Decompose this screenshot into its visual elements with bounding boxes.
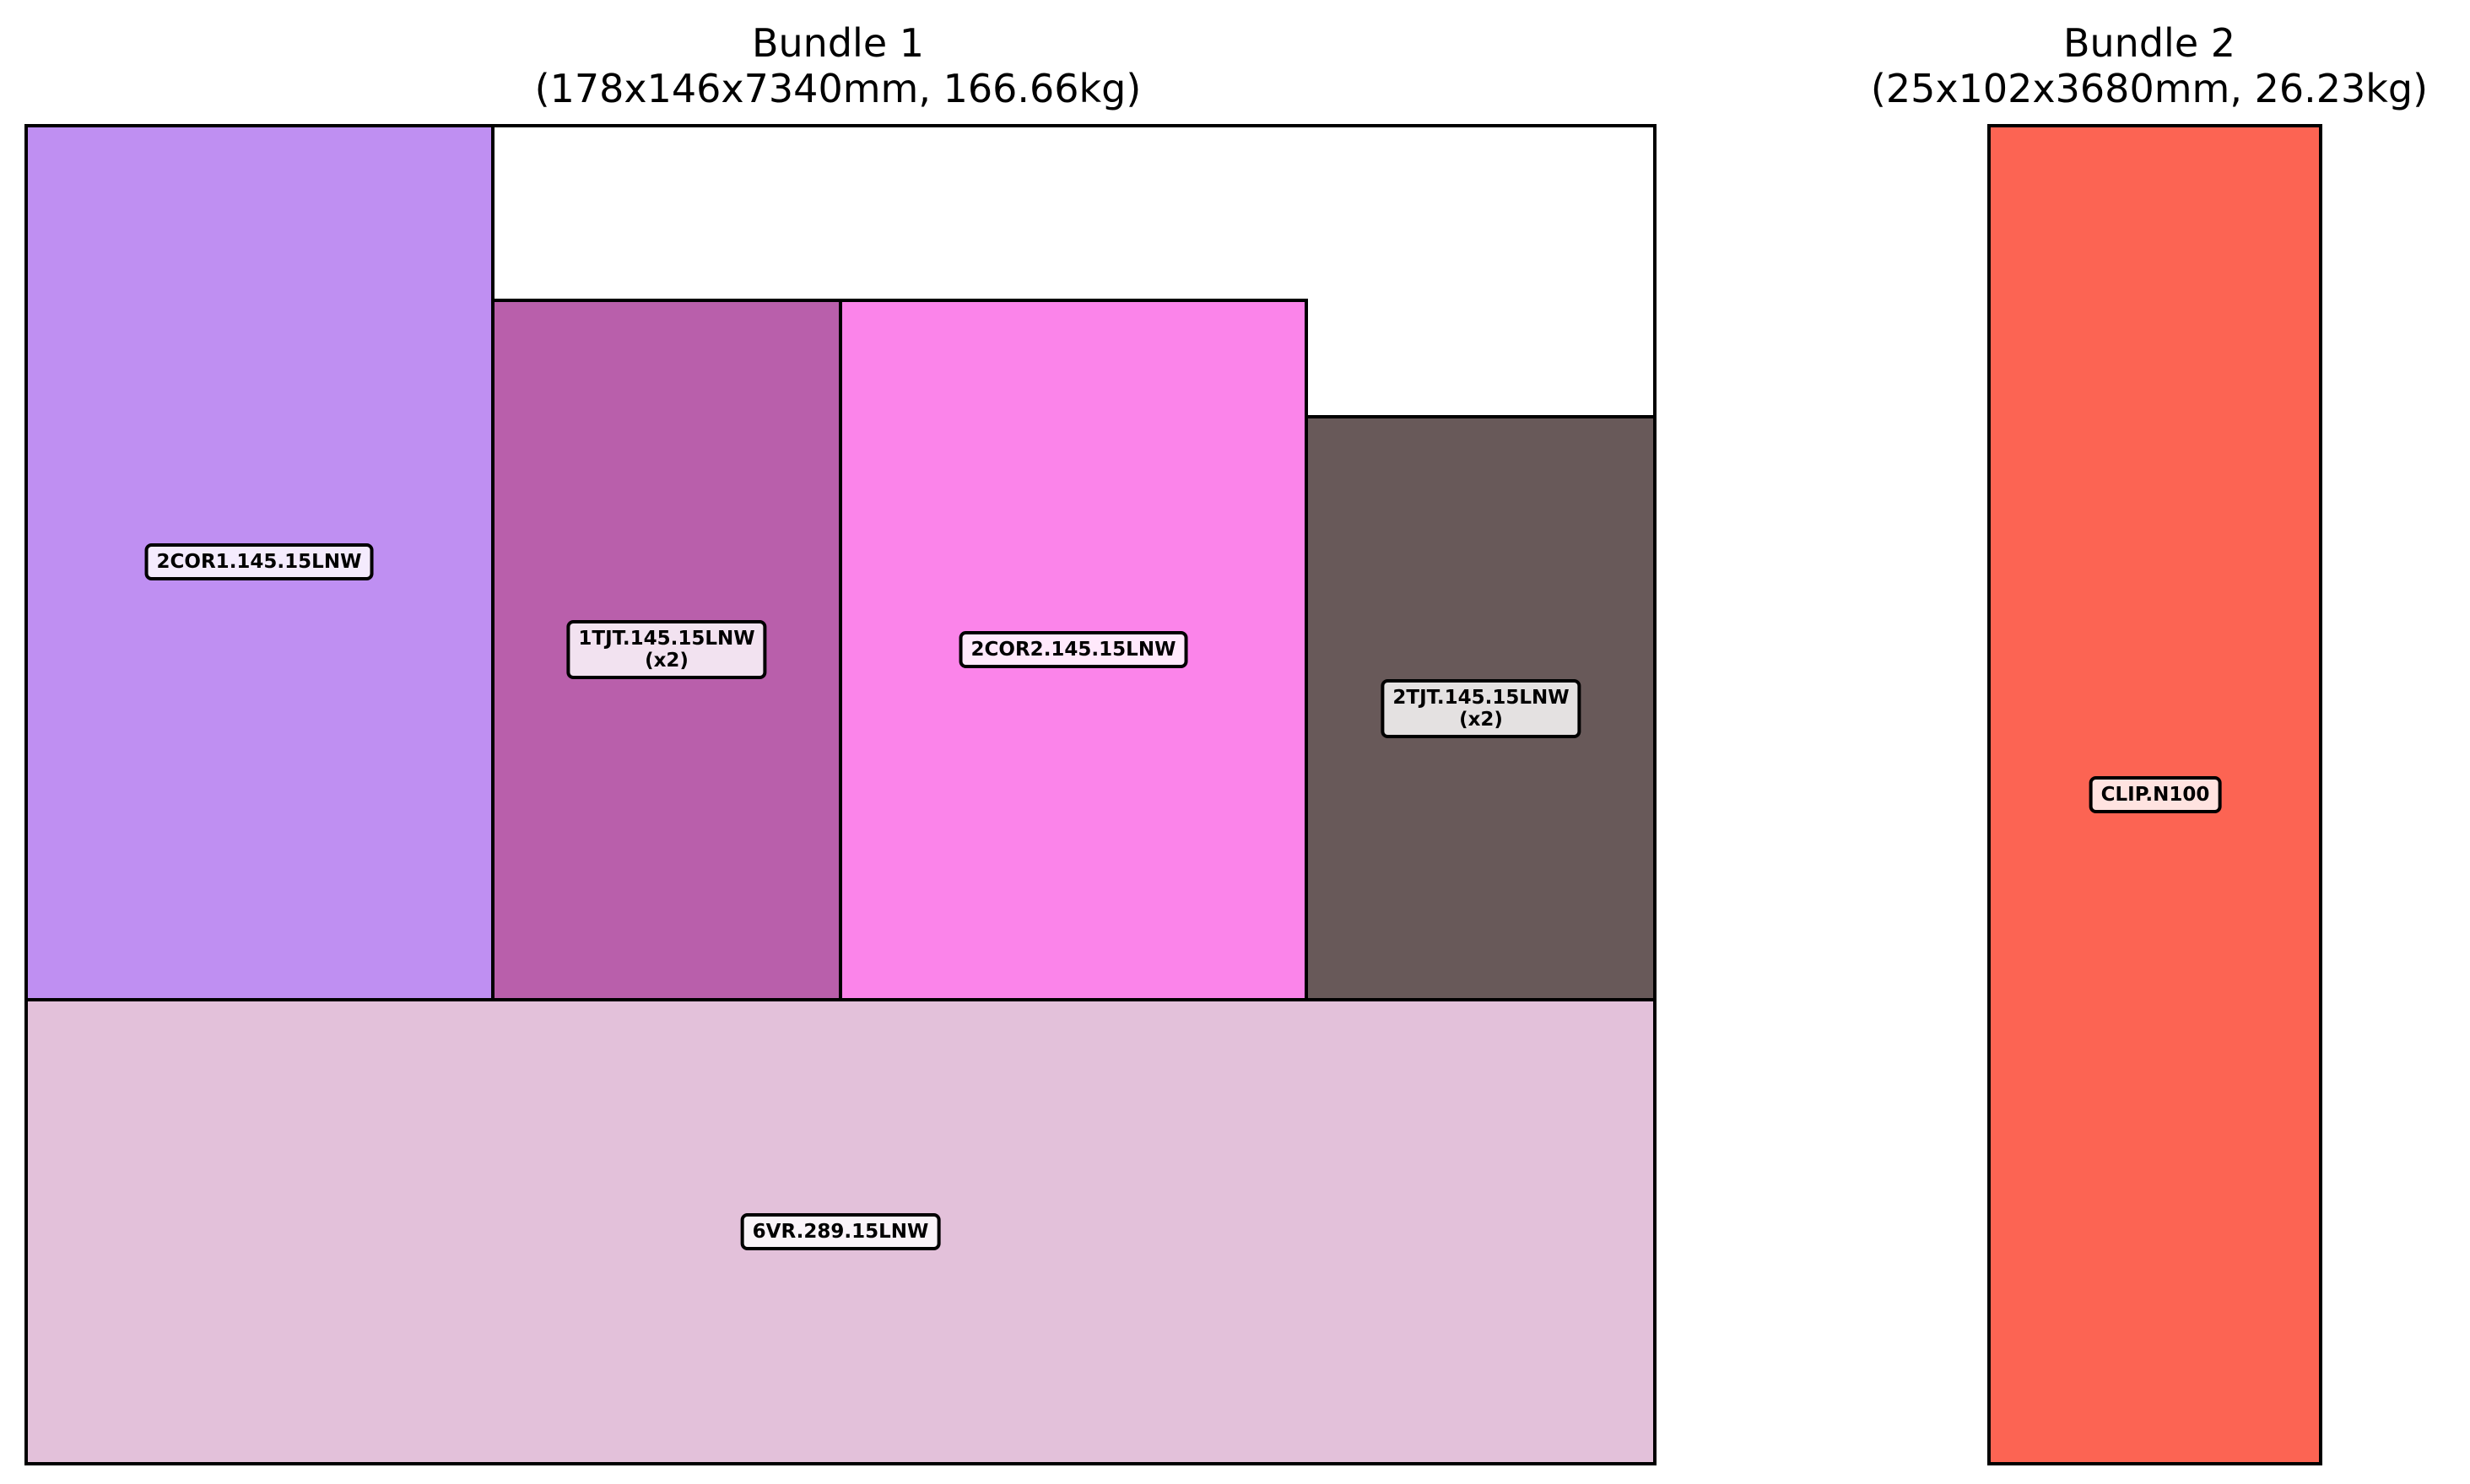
label-clip-code: CLIP.N100 bbox=[2100, 784, 2210, 806]
label-2cor2-code: 2COR2.145.15LNW bbox=[970, 639, 1176, 661]
label-2tjt-code: 2TJT.145.15LNW bbox=[1392, 687, 1570, 709]
label-2tjt-qty: (x2) bbox=[1459, 709, 1503, 731]
bundle-1-name: Bundle 1 bbox=[751, 20, 925, 66]
bundle-1-title: Bundle 1 (178x146x7340mm, 166.66kg) bbox=[509, 20, 1167, 111]
label-6vr: 6VR.289.15LNW bbox=[740, 1213, 941, 1250]
bundle-2-name: Bundle 2 bbox=[2062, 20, 2236, 66]
bundle-1-dimensions: (178x146x7340mm, 166.66kg) bbox=[534, 66, 1142, 111]
bundle-2-dimensions: (25x102x3680mm, 26.23kg) bbox=[1870, 66, 2429, 111]
label-6vr-code: 6VR.289.15LNW bbox=[752, 1221, 929, 1243]
label-2tjt: 2TJT.145.15LNW (x2) bbox=[1381, 679, 1581, 738]
label-2cor2: 2COR2.145.15LNW bbox=[959, 631, 1188, 668]
label-2cor1-code: 2COR1.145.15LNW bbox=[156, 551, 362, 573]
label-1tjt-code: 1TJT.145.15LNW bbox=[578, 628, 755, 650]
label-clip: CLIP.N100 bbox=[2089, 776, 2222, 813]
label-1tjt-qty: (x2) bbox=[645, 650, 689, 672]
label-1tjt: 1TJT.145.15LNW (x2) bbox=[566, 620, 767, 679]
bundle-2-title: Bundle 2 (25x102x3680mm, 26.23kg) bbox=[1829, 20, 2470, 111]
label-2cor1: 2COR1.145.15LNW bbox=[144, 543, 374, 580]
